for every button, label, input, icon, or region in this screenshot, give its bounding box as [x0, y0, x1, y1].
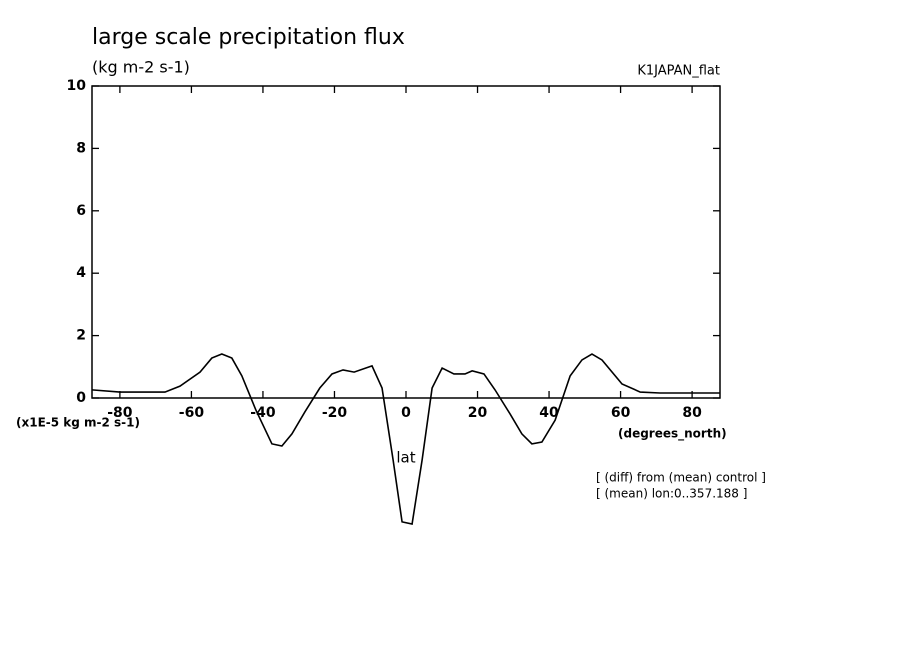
y-tick-label: 8	[76, 140, 86, 156]
y-axis-label: (x1E-5 kg m-2 s-1)	[16, 416, 140, 430]
note: [ (diff) from (mean) control ]	[596, 471, 766, 485]
x-tick-label: 60	[611, 405, 631, 421]
chart-subtitle: (kg m-2 s-1)	[92, 58, 190, 77]
x-tick-label: -20	[322, 405, 348, 421]
y-tick-label: 4	[76, 265, 86, 281]
x-axis-label: lat	[396, 449, 415, 467]
x-tick-label: 80	[682, 405, 702, 421]
x-units-label: (degrees_north)	[618, 427, 727, 442]
data-line	[91, 353, 720, 526]
note: [ (mean) lon:0..357.188 ]	[596, 487, 747, 501]
chart-title: large scale precipitation flux	[92, 25, 405, 50]
experiment-label: K1JAPAN_flat	[637, 64, 720, 79]
x-tick-label: 0	[401, 405, 411, 421]
y-tick-label: 6	[76, 203, 86, 219]
plot-frame	[91, 85, 721, 399]
y-tick-label: 0	[76, 390, 86, 406]
x-tick-label: -60	[179, 405, 205, 421]
x-tick-label: 20	[468, 405, 488, 421]
y-tick-label: 10	[67, 78, 87, 94]
y-tick-label: 2	[76, 328, 86, 344]
x-tick-label: -80	[107, 405, 133, 421]
x-tick-label: 40	[539, 405, 559, 421]
x-tick-label: -40	[250, 405, 276, 421]
